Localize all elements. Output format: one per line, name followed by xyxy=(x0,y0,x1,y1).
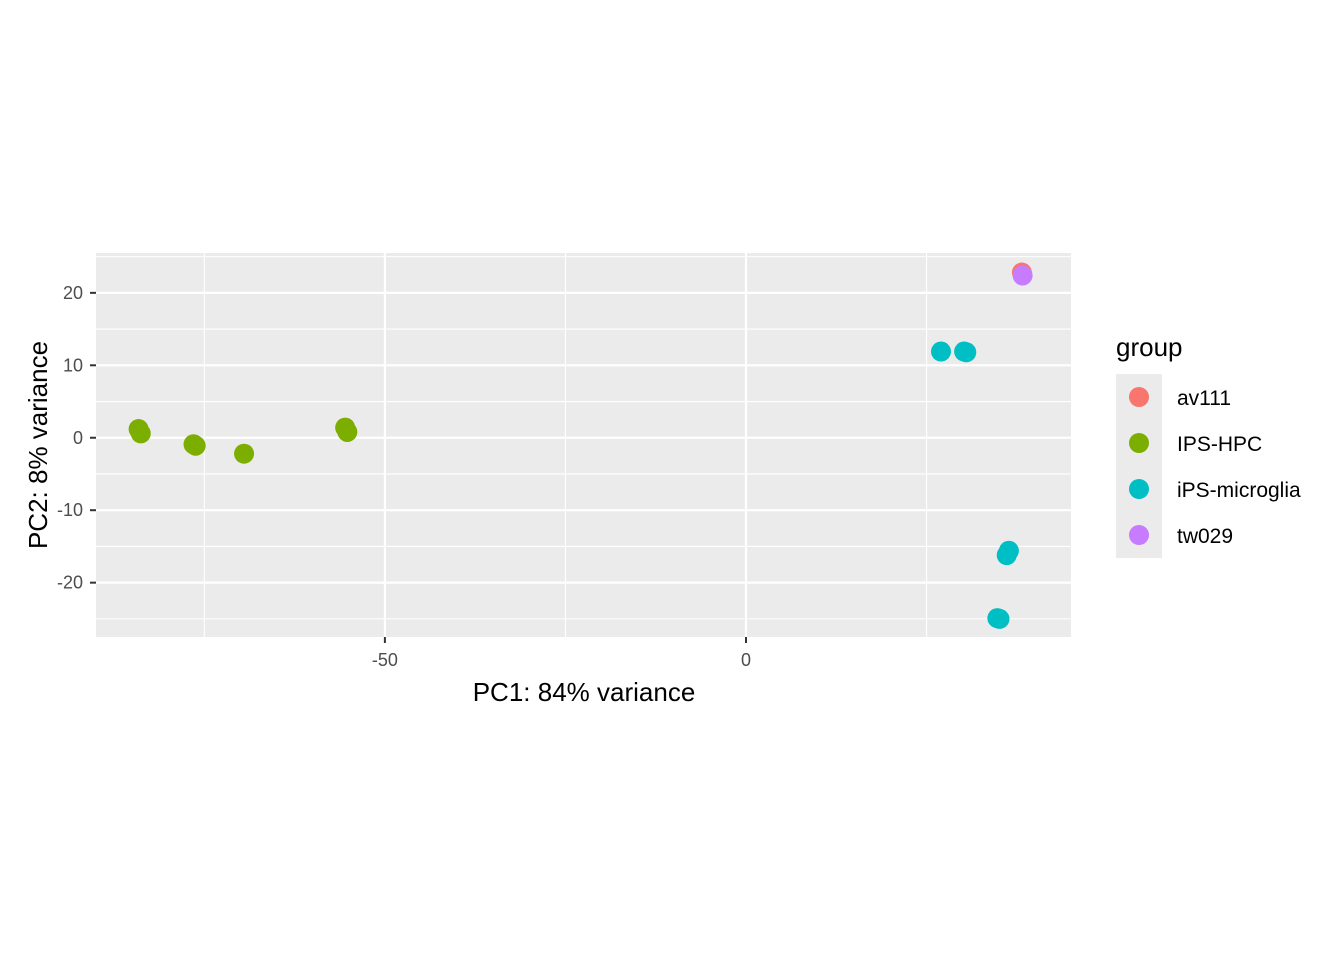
legend-title: group xyxy=(1116,332,1183,362)
point-ips-microglia xyxy=(956,342,977,363)
plot-panel xyxy=(96,253,1071,637)
point-ips-hpc xyxy=(337,421,358,442)
legend-key-ips-hpc xyxy=(1129,433,1149,453)
y-tick-label: 10 xyxy=(63,355,83,375)
legend-key-av111 xyxy=(1129,387,1149,407)
y-tick-label: -20 xyxy=(57,573,83,593)
legend-key-tw029 xyxy=(1129,525,1149,545)
x-tick-label: -50 xyxy=(372,650,398,670)
y-axis-title: PC2: 8% variance xyxy=(23,341,53,549)
minor-gridlines xyxy=(96,253,1071,637)
point-ips-hpc xyxy=(185,435,206,456)
x-axis-title: PC1: 84% variance xyxy=(473,677,696,707)
legend: group av111 IPS-HPC iPS-microglia tw029 xyxy=(1116,332,1301,558)
y-tick-label: 0 xyxy=(73,428,83,448)
point-ips-microglia xyxy=(931,341,951,362)
major-gridlines xyxy=(96,253,1071,637)
legend-label-ips-microglia: iPS-microglia xyxy=(1177,479,1301,502)
y-tick-label: 20 xyxy=(63,283,83,303)
y-axis-ticks: 20 10 0 -10 -20 xyxy=(57,283,96,593)
point-tw029 xyxy=(1012,265,1033,286)
point-ips-microglia xyxy=(989,608,1010,629)
data-points xyxy=(128,262,1033,629)
point-ips-hpc xyxy=(130,423,151,444)
legend-label-tw029: tw029 xyxy=(1177,525,1233,548)
point-ips-microglia xyxy=(996,545,1017,566)
legend-label-av111: av111 xyxy=(1177,387,1231,410)
point-ips-hpc xyxy=(234,443,255,464)
y-tick-label: -10 xyxy=(57,500,83,520)
x-axis-ticks: -50 0 xyxy=(372,637,751,670)
legend-key-ips-microglia xyxy=(1129,479,1149,499)
legend-label-ips-hpc: IPS-HPC xyxy=(1177,433,1262,456)
x-tick-label: 0 xyxy=(741,650,751,670)
